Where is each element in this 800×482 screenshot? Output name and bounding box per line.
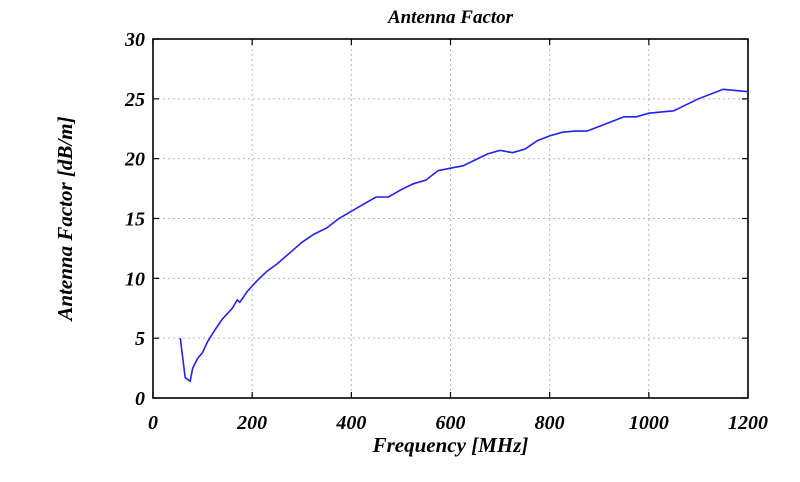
y-axis-label: Antenna Factor [dB/m] — [53, 116, 77, 322]
y-tick-label: 30 — [124, 29, 145, 51]
y-tick-label: 0 — [135, 388, 145, 410]
y-tick-label: 25 — [124, 89, 145, 111]
y-tick-label: 20 — [124, 149, 145, 171]
grid — [153, 39, 748, 398]
x-tick-label: 200 — [236, 412, 267, 434]
x-tick-label: 400 — [335, 412, 366, 434]
x-tick-label: 1000 — [629, 412, 669, 434]
x-tick-label: 1200 — [728, 412, 768, 434]
series-line — [179, 88, 749, 383]
x-tick-label: 600 — [436, 412, 466, 434]
chart-title: Antenna Factor — [387, 7, 514, 28]
axis-ticks: 0 200 400 600 800 1000 1200 0 5 10 15 20 25 30 — [124, 29, 768, 434]
y-tick-label: 15 — [125, 209, 145, 231]
x-axis-label: Frequency [MHz] — [372, 433, 529, 457]
x-tick-label: 800 — [535, 412, 565, 434]
series — [179, 88, 749, 383]
y-tick-label: 5 — [135, 328, 145, 350]
x-tick-label: 0 — [148, 412, 158, 434]
y-tick-label: 10 — [125, 268, 145, 290]
